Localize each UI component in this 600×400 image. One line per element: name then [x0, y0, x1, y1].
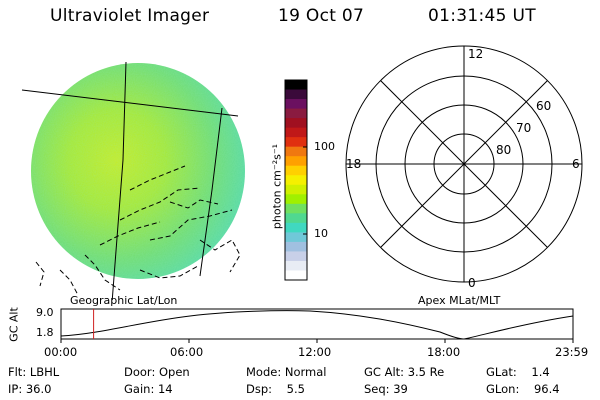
- date-label: 19 Oct 07: [278, 6, 365, 26]
- colorbar-cell: [285, 194, 307, 205]
- status-gc-alt: GC Alt: 3.5 Re: [364, 365, 445, 379]
- colorbar-cell: [285, 137, 307, 148]
- mlat-label-60: 60: [536, 99, 551, 113]
- status-seq: Seq: 39: [364, 382, 408, 396]
- status-ip: IP: 36.0: [8, 382, 52, 396]
- colorbar-tick-label-10: 10: [314, 227, 328, 240]
- status-gc-alt-value: 3.5 Re: [407, 365, 445, 379]
- status-mode-value: Normal: [284, 365, 327, 379]
- polar-diagonal-2: [380, 80, 548, 248]
- colorbar-cell: [285, 108, 307, 119]
- time-tick-4: 23:59: [555, 345, 589, 359]
- status-mode: Mode: Normal: [246, 365, 327, 379]
- status-glat-value: 1.4: [531, 365, 550, 379]
- colorbar-cell: [285, 118, 307, 129]
- altitude-time-ticks: [60, 339, 574, 343]
- mlt-label-bottom: 0: [468, 276, 476, 290]
- altitude-axis-label: GC Alt: [7, 307, 21, 342]
- colorbar-cell: [285, 203, 307, 214]
- colorbar-unit-label: photon cm⁻²s⁻¹: [270, 143, 284, 230]
- status-flt-value: LBHL: [29, 365, 60, 379]
- geo-grid: [21, 61, 239, 300]
- altitude-ymax: 9.0: [36, 306, 54, 319]
- colorbar-cell: [285, 99, 307, 110]
- status-gain-value: 14: [157, 382, 173, 396]
- colorbar-cell: [285, 260, 307, 271]
- status-ip-value: 36.0: [25, 382, 52, 396]
- status-glat: GLat: 1.4: [486, 365, 550, 379]
- colorbar-cell: [285, 222, 307, 233]
- colorbar-cell: [285, 165, 307, 176]
- colorbar-cell: [285, 127, 307, 138]
- status-glon: GLon: 96.4: [486, 382, 560, 396]
- colorbar-cell: [285, 175, 307, 186]
- colorbar-cell: [285, 232, 307, 243]
- mlt-label-top: 12: [468, 47, 483, 61]
- status-glon-value: 96.4: [533, 382, 560, 396]
- uv-image-panel: [21, 61, 245, 300]
- time-tick-0: 00:00: [44, 345, 78, 359]
- polar-plot: 12 6 0 18 60 70 80: [345, 45, 583, 290]
- colorbar-cell: [285, 156, 307, 167]
- polar-panel-label: Apex MLat/MLT: [418, 294, 501, 307]
- colorbar-cell: [285, 251, 307, 262]
- status-door: Door: Open: [124, 365, 190, 379]
- status-flt: Flt: LBHL: [8, 365, 60, 379]
- instrument-title: Ultraviolet Imager: [50, 6, 210, 26]
- colorbar-cell: [285, 270, 307, 281]
- status-door-value: Open: [158, 365, 190, 379]
- status-gain: Gain: 14: [124, 382, 173, 396]
- time-tick-3: 18:00: [427, 345, 461, 359]
- colorbar-cell: [285, 241, 307, 252]
- mlt-label-left: 18: [346, 157, 361, 171]
- image-panel-label: Geographic Lat/Lon: [70, 294, 178, 307]
- status-dsp-value: 5.5: [286, 382, 305, 396]
- colorbar-cell: [285, 89, 307, 100]
- uv-disc-texture: [31, 63, 245, 279]
- status-dsp: Dsp: 5.5: [246, 382, 305, 396]
- mlat-label-70: 70: [516, 121, 531, 135]
- colorbar: [284, 79, 308, 281]
- mlt-label-right: 6: [572, 157, 580, 171]
- colorbar-tick-label-100: 100: [314, 140, 335, 153]
- colorbar-cell: [285, 146, 307, 157]
- colorbar-gradient: [285, 80, 307, 281]
- colorbar-cell: [285, 80, 307, 91]
- time-label: 01:31:45 UT: [428, 6, 536, 26]
- altitude-curve: [60, 310, 574, 340]
- status-seq-value: 39: [393, 382, 408, 396]
- altitude-plot: [60, 308, 574, 343]
- coastlines: [35, 165, 241, 296]
- colorbar-cell: [285, 213, 307, 224]
- time-tick-1: 06:00: [170, 345, 204, 359]
- mlat-label-80: 80: [496, 143, 511, 157]
- time-tick-2: 12:00: [298, 345, 332, 359]
- altitude-ymin: 1.8: [36, 326, 54, 339]
- colorbar-cell: [285, 184, 307, 195]
